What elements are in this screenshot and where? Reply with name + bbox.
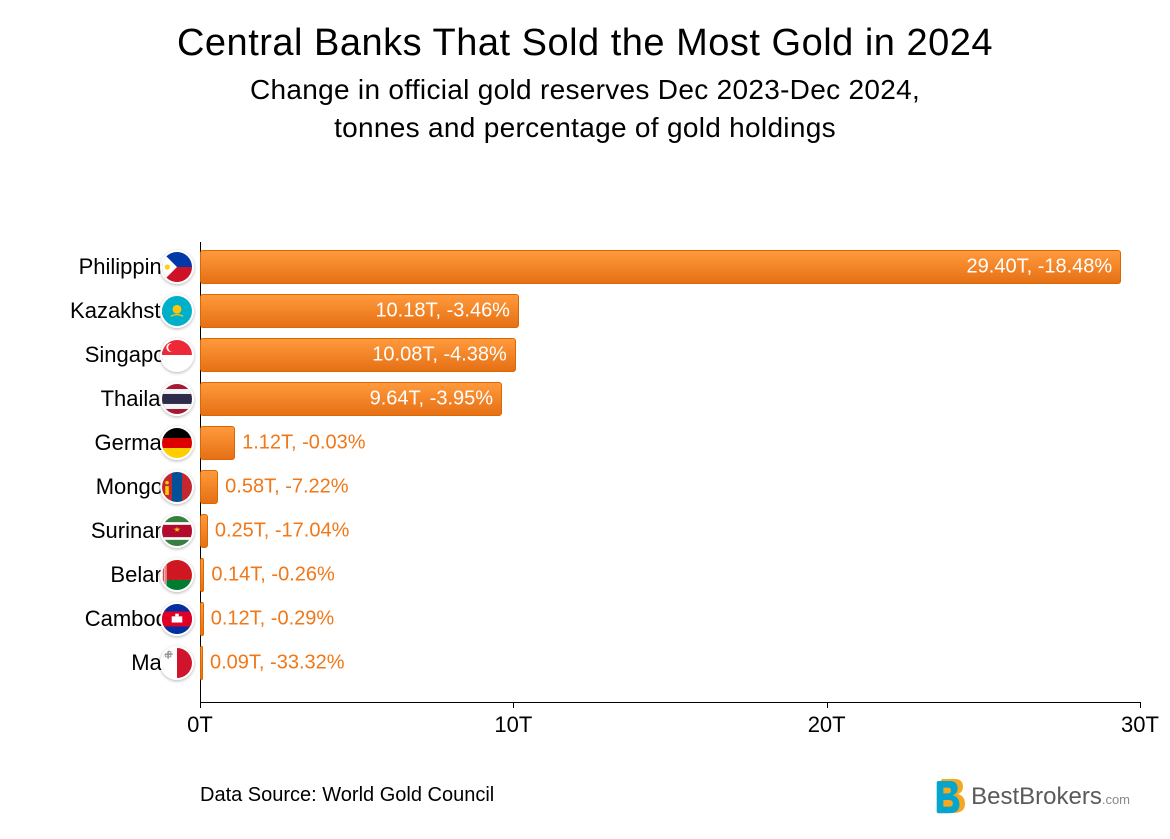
bar: 10.08T, -4.38% (200, 338, 516, 372)
data-source-text: Data Source: World Gold Council (200, 784, 494, 807)
brand-icon (935, 779, 967, 815)
bar-value-label: 0.58T, -7.22% (225, 476, 348, 499)
x-axis-line (200, 702, 1140, 703)
bar-row: 0.14T, -0.26% (200, 558, 204, 592)
brand-suffix: .com (1102, 792, 1130, 807)
bar: 0.58T, -7.22% (200, 470, 218, 504)
bar: 10.18T, -3.46% (200, 294, 519, 328)
bar-value-label: 10.08T, -4.38% (372, 344, 507, 367)
subtitle-line-1: Change in official gold reserves Dec 202… (250, 74, 920, 105)
bar-row: 9.64T, -3.95% (200, 382, 502, 416)
bar-value-label: 1.12T, -0.03% (242, 432, 365, 455)
flag-icon (160, 294, 194, 328)
bar-row: 0.25T, -17.04% (200, 514, 208, 548)
flag-icon (160, 338, 194, 372)
bar: 0.14T, -0.26% (200, 558, 204, 592)
flag-icon (160, 558, 194, 592)
bar-value-label: 29.40T, -18.48% (967, 256, 1113, 279)
flag-icon (160, 646, 194, 680)
bar: 0.25T, -17.04% (200, 514, 208, 548)
x-tick (200, 702, 201, 708)
bar: 0.09T, -33.32% (200, 646, 203, 680)
flag-icon (160, 250, 194, 284)
chart-subtitle: Change in official gold reserves Dec 202… (0, 71, 1170, 147)
bar-row: 10.08T, -4.38% (200, 338, 516, 372)
x-tick-label: 10T (494, 712, 532, 738)
bar-value-label: 0.25T, -17.04% (215, 520, 350, 543)
flag-icon (160, 426, 194, 460)
x-tick (1140, 702, 1141, 708)
subtitle-line-2: tonnes and percentage of gold holdings (334, 112, 836, 143)
x-tick-label: 20T (808, 712, 846, 738)
bar-value-label: 0.14T, -0.26% (211, 564, 334, 587)
brand-logo: BestBrokers.com (935, 779, 1130, 815)
x-tick-label: 0T (187, 712, 213, 738)
bar: 1.12T, -0.03% (200, 426, 235, 460)
bar-row: 0.58T, -7.22% (200, 470, 218, 504)
bar: 0.12T, -0.29% (200, 602, 204, 636)
flag-icon (160, 470, 194, 504)
x-tick-label: 30T (1121, 712, 1159, 738)
bar-value-label: 0.12T, -0.29% (211, 608, 334, 631)
bar-row: 29.40T, -18.48% (200, 250, 1121, 284)
bar-row: 0.12T, -0.29% (200, 602, 204, 636)
bar: 29.40T, -18.48% (200, 250, 1121, 284)
chart-plot-area: 0T10T20T30T29.40T, -18.48%10.18T, -3.46%… (200, 242, 1140, 702)
x-tick (513, 702, 514, 708)
flag-icon (160, 514, 194, 548)
brand-name-text: BestBrokers (971, 783, 1102, 810)
brand-name: BestBrokers.com (971, 783, 1130, 811)
bar-value-label: 0.09T, -33.32% (210, 652, 345, 675)
bar-value-label: 10.18T, -3.46% (375, 300, 510, 323)
bar-row: 1.12T, -0.03% (200, 426, 235, 460)
flag-icon (160, 382, 194, 416)
chart-title: Central Banks That Sold the Most Gold in… (0, 22, 1170, 65)
bar: 9.64T, -3.95% (200, 382, 502, 416)
bar-row: 0.09T, -33.32% (200, 646, 203, 680)
flag-icon (160, 602, 194, 636)
x-tick (827, 702, 828, 708)
bar-row: 10.18T, -3.46% (200, 294, 519, 328)
bar-value-label: 9.64T, -3.95% (370, 388, 493, 411)
